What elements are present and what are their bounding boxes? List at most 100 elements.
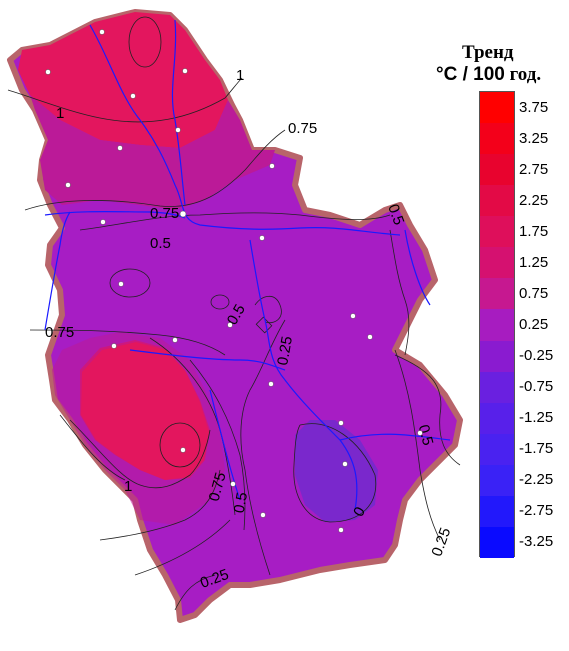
color-scale-label: 3.75 xyxy=(519,98,549,116)
legend-title: Тренд xyxy=(462,42,514,63)
city-marker xyxy=(367,334,373,340)
city-marker xyxy=(227,322,233,328)
isoline-label-075-sw: 0.75 xyxy=(206,471,230,504)
isoline-label-075-w: 0.75 xyxy=(45,324,74,341)
city-marker xyxy=(268,381,274,387)
isoline-0-southeast xyxy=(293,423,377,523)
color-scale-segment xyxy=(480,185,514,217)
isoline-025-center xyxy=(240,319,286,576)
city-marker xyxy=(111,343,117,349)
city-marker xyxy=(417,430,423,436)
color-scale-segment xyxy=(480,371,514,404)
isoline-075-sw2 xyxy=(99,469,221,541)
color-scale-label: -2.25 xyxy=(519,471,554,489)
color-scale-label: 0.75 xyxy=(519,284,549,302)
city-marker xyxy=(45,69,51,75)
zone-southwest-high-core xyxy=(81,342,209,480)
isoline-label-1-nw: 1 xyxy=(56,105,64,122)
city-marker xyxy=(130,93,136,99)
isoline-075-west xyxy=(29,329,226,356)
color-scale-label: 3.25 xyxy=(519,129,549,147)
city-marker xyxy=(118,281,124,287)
city-marker xyxy=(117,145,123,151)
river-timok xyxy=(404,229,431,306)
isoline-label-05-c: 0.5 xyxy=(150,235,171,252)
river-ibar xyxy=(209,389,241,501)
river-nisava xyxy=(339,433,451,441)
color-scale-segment xyxy=(480,526,514,559)
river-tisa xyxy=(171,19,186,206)
color-scale-segment xyxy=(480,278,514,310)
color-scale-segment xyxy=(480,92,514,124)
legend-unit-value: °C / 100 xyxy=(436,64,505,85)
river-danube xyxy=(89,24,401,236)
isoline-label-1-n: 1 xyxy=(236,67,244,84)
isoline-loop-north xyxy=(128,16,162,68)
city-marker xyxy=(338,420,344,426)
color-scale-label: 1.75 xyxy=(519,222,549,240)
isoline-label-025-center: 0.25 xyxy=(274,335,296,367)
color-scale-segment xyxy=(480,340,514,373)
isoline-05-se xyxy=(394,354,461,466)
legend-unit-suffix: год. xyxy=(509,64,542,85)
color-scale-label: 2.75 xyxy=(519,160,549,178)
city-marker xyxy=(175,127,181,133)
color-scale-bar xyxy=(479,91,515,559)
city-markers xyxy=(45,29,423,533)
isoline-05-central xyxy=(79,212,391,231)
city-marker xyxy=(230,481,236,487)
isoline-075-north xyxy=(24,129,286,211)
city-marker xyxy=(65,182,71,188)
zone-north-midhigh xyxy=(30,95,275,210)
river-drina xyxy=(44,211,71,331)
color-scale-segment xyxy=(480,495,514,528)
isoline-label-025-se: 0.25 xyxy=(428,525,454,558)
legend-unit: °C / 100 год. xyxy=(436,64,541,86)
color-scale-segment xyxy=(480,247,514,279)
city-marker xyxy=(259,235,265,241)
color-scale-label: -0.75 xyxy=(519,378,554,396)
isoline-label-05-sw: 0.5 xyxy=(231,491,251,514)
isoline-025-south xyxy=(134,519,231,576)
city-marker xyxy=(260,512,266,518)
isoline-label-05-se: 0.5 xyxy=(415,423,437,448)
city-marker xyxy=(342,461,348,467)
city-marker xyxy=(100,219,106,225)
isoline-label-075-c: 0.75 xyxy=(150,205,179,222)
color-scale-segment xyxy=(480,402,514,435)
city-marker xyxy=(180,447,186,453)
city-marker xyxy=(99,29,105,35)
color-scale-segment xyxy=(480,433,514,466)
color-scale-segment xyxy=(480,123,514,155)
city-marker xyxy=(182,68,188,74)
color-scale-label: -3.25 xyxy=(519,533,554,551)
isoline-loop-center xyxy=(210,294,230,310)
isoline-1-north xyxy=(7,77,243,123)
isoline-loop-sw xyxy=(159,422,201,468)
city-marker xyxy=(172,337,178,343)
isoline-label-05-e: 0.5 xyxy=(384,202,407,227)
color-scale-label: 1.25 xyxy=(519,253,549,271)
isoline-loop-west xyxy=(109,268,151,298)
city-marker xyxy=(350,313,356,319)
isoline-label-075-n: 0.75 xyxy=(288,120,317,137)
color-scale-label: -0.25 xyxy=(519,347,554,365)
zone-southeast-cool xyxy=(295,420,378,522)
city-marker xyxy=(179,210,187,218)
color-scale-segment xyxy=(480,216,514,248)
isoline-1-sw-edge xyxy=(59,414,126,481)
isoline-loop-center2 xyxy=(255,316,273,334)
isoline-1-sw xyxy=(69,419,211,489)
color-scale-label: -1.75 xyxy=(519,440,554,458)
color-scale-segment xyxy=(480,309,514,342)
isoline-025-sw2 xyxy=(174,574,216,611)
river-sava xyxy=(44,211,186,219)
color-scale-label: -1.25 xyxy=(519,409,554,427)
color-scale-segment xyxy=(480,464,514,497)
isoline-05-south xyxy=(189,359,246,531)
river-west-morava xyxy=(129,349,286,371)
city-marker xyxy=(269,163,275,169)
river-morava xyxy=(249,239,358,511)
isoline-05-east xyxy=(389,229,410,356)
